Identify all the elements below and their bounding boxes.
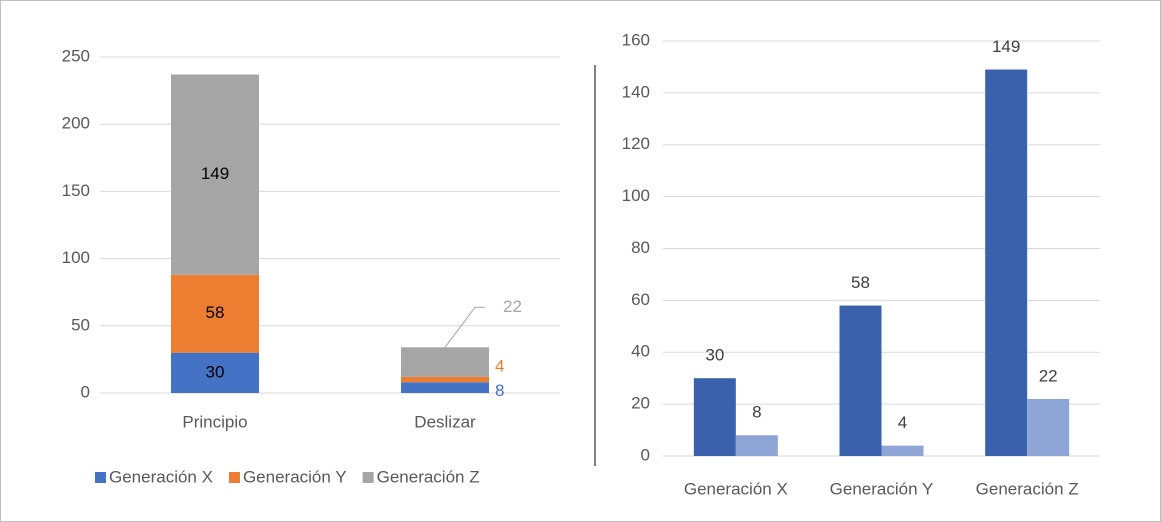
y-tick-label: 200: [62, 114, 90, 133]
bar: [735, 435, 778, 456]
bar-segment: [171, 352, 259, 393]
legend-swatch: [95, 472, 106, 483]
bar-segment: [171, 274, 259, 353]
y-tick-label: 100: [622, 186, 650, 205]
y-tick-label: 160: [622, 30, 650, 49]
bar: [881, 445, 924, 456]
data-label: 149: [992, 37, 1020, 56]
y-tick-label: 120: [622, 134, 650, 153]
bar: [839, 305, 882, 456]
bar-segment: [401, 382, 489, 393]
bar-segment: [401, 347, 489, 377]
y-tick-label: 0: [81, 382, 90, 401]
y-tick-label: 20: [631, 394, 650, 413]
legend-label: Generación Z: [377, 467, 480, 486]
bar-segment: [401, 376, 489, 383]
x-tick-label: Principio: [182, 412, 247, 431]
data-label: 8: [495, 381, 504, 400]
leader-line: [444, 306, 485, 348]
bar: [693, 378, 736, 456]
data-label: 4: [898, 413, 907, 432]
x-tick-label: Generación Y: [830, 479, 934, 498]
bar: [1027, 398, 1070, 456]
data-label: 22: [1039, 366, 1058, 385]
x-tick-label: Generación X: [684, 479, 788, 498]
x-tick-label: Generación Z: [976, 479, 1079, 498]
legend-swatch: [362, 472, 374, 483]
bar-segment: [171, 74, 259, 275]
y-tick-label: 40: [631, 342, 650, 361]
y-tick-label: 0: [641, 445, 650, 464]
y-tick-label: 140: [622, 82, 650, 101]
legend-label: Generación Y: [243, 467, 347, 486]
legend-label: Generación X: [109, 467, 213, 486]
data-label: 58: [851, 273, 870, 292]
y-tick-label: 50: [71, 315, 90, 334]
x-tick-label: Deslizar: [414, 412, 476, 431]
y-tick-label: 60: [631, 290, 650, 309]
legend-swatch: [228, 472, 240, 483]
data-label: 8: [752, 403, 761, 422]
y-tick-label: 150: [62, 181, 90, 200]
y-tick-label: 100: [62, 248, 90, 267]
data-label: 4: [495, 356, 504, 375]
data-label: 149: [201, 164, 229, 183]
data-label: 22: [503, 297, 522, 316]
y-tick-label: 80: [631, 238, 650, 257]
y-tick-label: 250: [62, 46, 90, 65]
data-label: 58: [206, 303, 225, 322]
data-label: 30: [705, 346, 724, 365]
bar: [985, 69, 1028, 456]
data-label: 30: [206, 362, 225, 381]
